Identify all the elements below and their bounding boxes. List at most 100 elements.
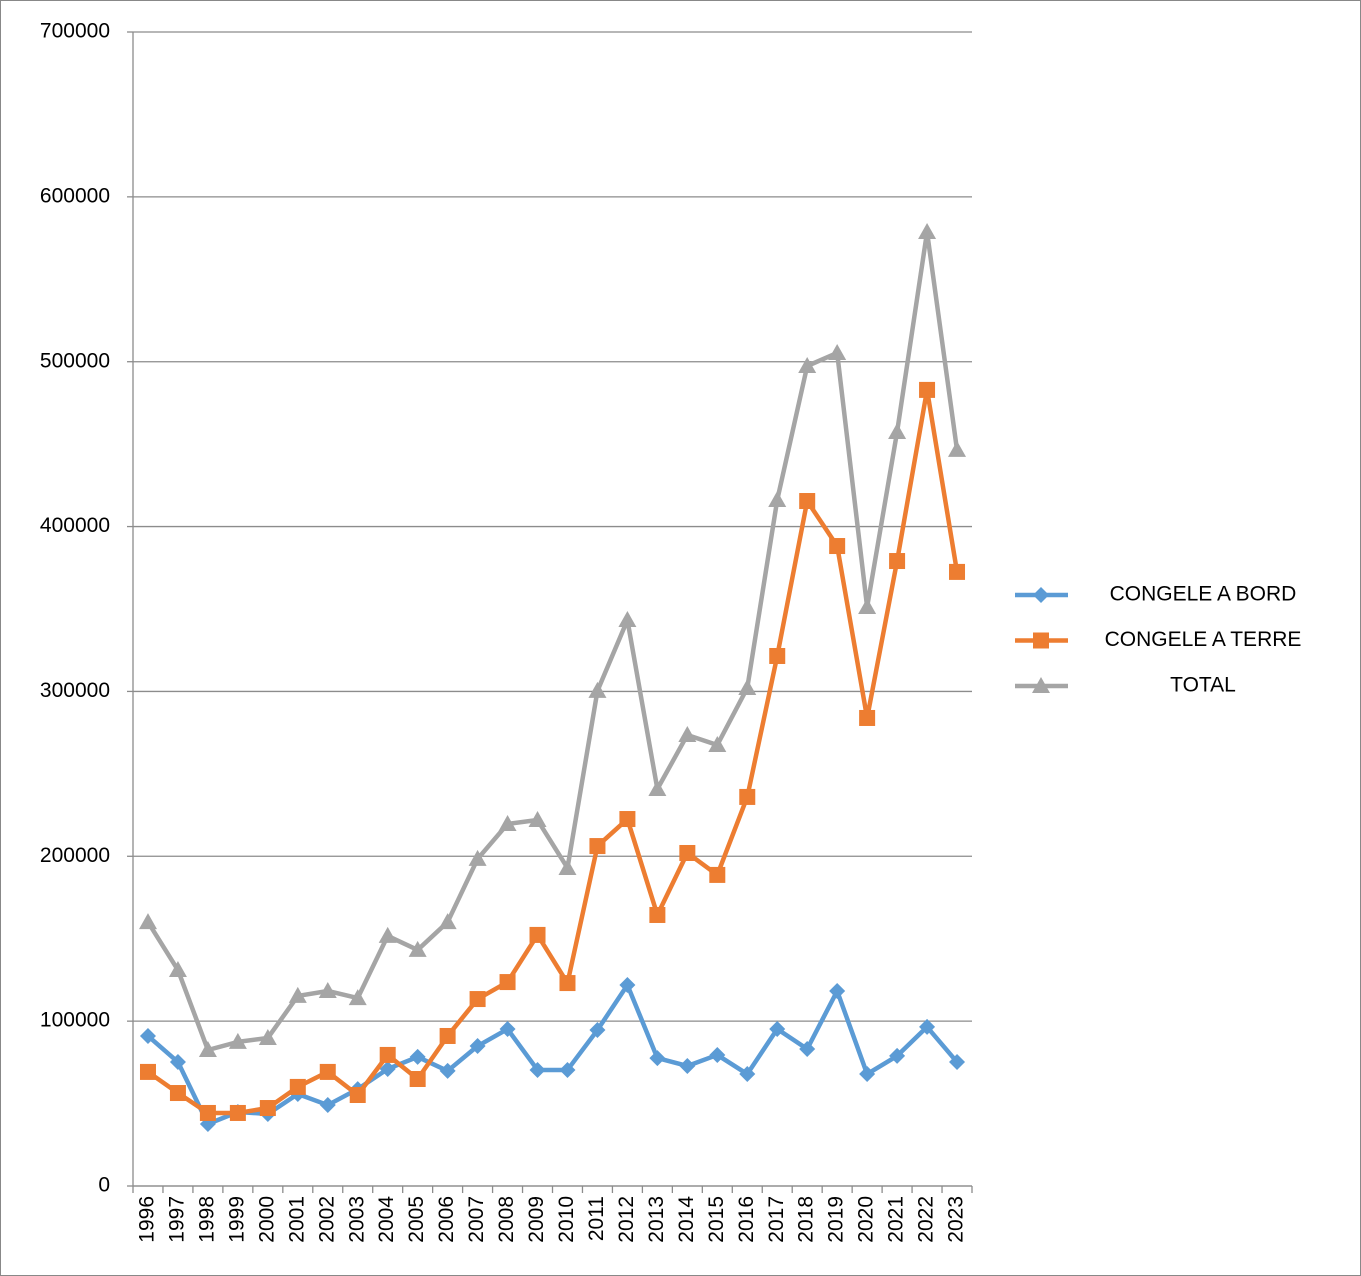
series-line	[146, 387, 960, 1116]
legend-marker	[1032, 677, 1050, 693]
data-point	[679, 1057, 696, 1074]
data-point	[709, 866, 726, 883]
data-point	[679, 844, 696, 861]
x-tick-label: 2004	[375, 1196, 398, 1243]
x-tick-label: 2009	[525, 1196, 548, 1243]
y-tick-label: 100000	[40, 1009, 110, 1032]
legend-label: CONGELE A BORD	[1110, 583, 1297, 606]
y-tick-label: 400000	[40, 514, 110, 537]
data-point	[319, 1097, 336, 1114]
data-point	[439, 1027, 456, 1044]
x-tick-label: 2018	[795, 1196, 818, 1243]
data-point	[919, 1018, 936, 1035]
data-point	[169, 1085, 186, 1102]
data-point	[228, 1032, 247, 1049]
data-point	[138, 913, 157, 930]
data-point	[258, 1028, 277, 1045]
x-tick-label: 2010	[555, 1196, 578, 1243]
x-tick-label: 2000	[255, 1196, 278, 1243]
data-point	[648, 780, 667, 797]
x-tick-label: 1997	[165, 1196, 188, 1243]
series-line	[146, 229, 960, 1053]
data-point	[469, 1038, 486, 1055]
data-point	[799, 493, 816, 510]
data-point	[859, 1066, 876, 1083]
data-point	[589, 1022, 606, 1039]
x-tick-label: 2008	[495, 1196, 518, 1243]
data-point	[139, 1063, 156, 1080]
data-point	[948, 440, 967, 457]
x-tick-label: 2011	[585, 1196, 608, 1241]
data-point	[168, 961, 187, 978]
x-tick-label: 1996	[136, 1196, 159, 1243]
data-point	[739, 788, 756, 805]
data-point	[618, 611, 637, 628]
data-point	[199, 1104, 216, 1121]
data-point	[769, 647, 786, 664]
x-tick-label: 2023	[945, 1196, 968, 1243]
data-point	[559, 975, 576, 992]
series-line	[146, 982, 959, 1127]
x-tick-label: 2020	[855, 1196, 878, 1243]
data-point	[229, 1104, 246, 1121]
x-tick-label: 2013	[645, 1196, 668, 1243]
data-point	[919, 381, 936, 398]
x-tick-label: 2017	[765, 1196, 788, 1243]
data-point	[558, 858, 577, 875]
data-point	[468, 849, 487, 866]
data-point	[288, 986, 307, 1003]
data-point	[139, 1027, 156, 1044]
data-point	[589, 838, 606, 855]
data-point	[378, 926, 397, 943]
x-tick-label: 2021	[885, 1196, 908, 1243]
data-point	[408, 940, 427, 957]
data-point	[319, 1063, 336, 1080]
x-tick-label: 2015	[705, 1196, 728, 1243]
data-point	[829, 538, 846, 555]
legend-label: TOTAL	[1170, 674, 1236, 697]
x-tick-label: 2005	[405, 1196, 428, 1243]
data-point	[829, 982, 846, 999]
x-tick-label: 2007	[465, 1196, 488, 1243]
data-point	[768, 491, 787, 508]
data-point	[889, 1047, 906, 1064]
data-point	[769, 1021, 786, 1038]
data-point	[949, 563, 966, 580]
x-tick-label: 2012	[615, 1196, 638, 1243]
data-point	[469, 991, 486, 1008]
data-point	[439, 1062, 456, 1079]
x-tick-label: 2006	[435, 1196, 458, 1243]
data-point	[409, 1048, 426, 1065]
data-point	[409, 1071, 426, 1088]
data-point	[649, 1050, 666, 1067]
data-point	[859, 709, 876, 726]
y-tick-label: 300000	[40, 679, 110, 702]
data-point	[379, 1060, 396, 1077]
data-point	[169, 1054, 186, 1071]
data-point	[438, 913, 457, 930]
data-point	[798, 357, 817, 374]
data-point	[709, 1046, 726, 1063]
data-point	[678, 725, 697, 742]
data-point	[348, 989, 367, 1006]
x-tick-label: 2014	[675, 1196, 698, 1243]
data-point	[918, 222, 937, 239]
data-point	[619, 977, 636, 994]
data-point	[799, 1041, 816, 1058]
data-point	[259, 1100, 276, 1117]
data-point	[858, 598, 877, 615]
legend-label: CONGELE A TERRE	[1105, 628, 1302, 651]
x-tick-label: 1998	[195, 1196, 218, 1243]
data-point	[529, 1061, 546, 1078]
data-point	[739, 1066, 756, 1083]
x-tick-label: 2016	[735, 1196, 758, 1243]
data-point	[619, 811, 636, 828]
x-tick-label: 2019	[825, 1196, 848, 1243]
data-point	[828, 343, 847, 360]
data-point	[528, 811, 547, 828]
data-point	[379, 1046, 396, 1063]
x-tick-label: 2001	[285, 1196, 308, 1243]
data-point	[529, 926, 546, 943]
